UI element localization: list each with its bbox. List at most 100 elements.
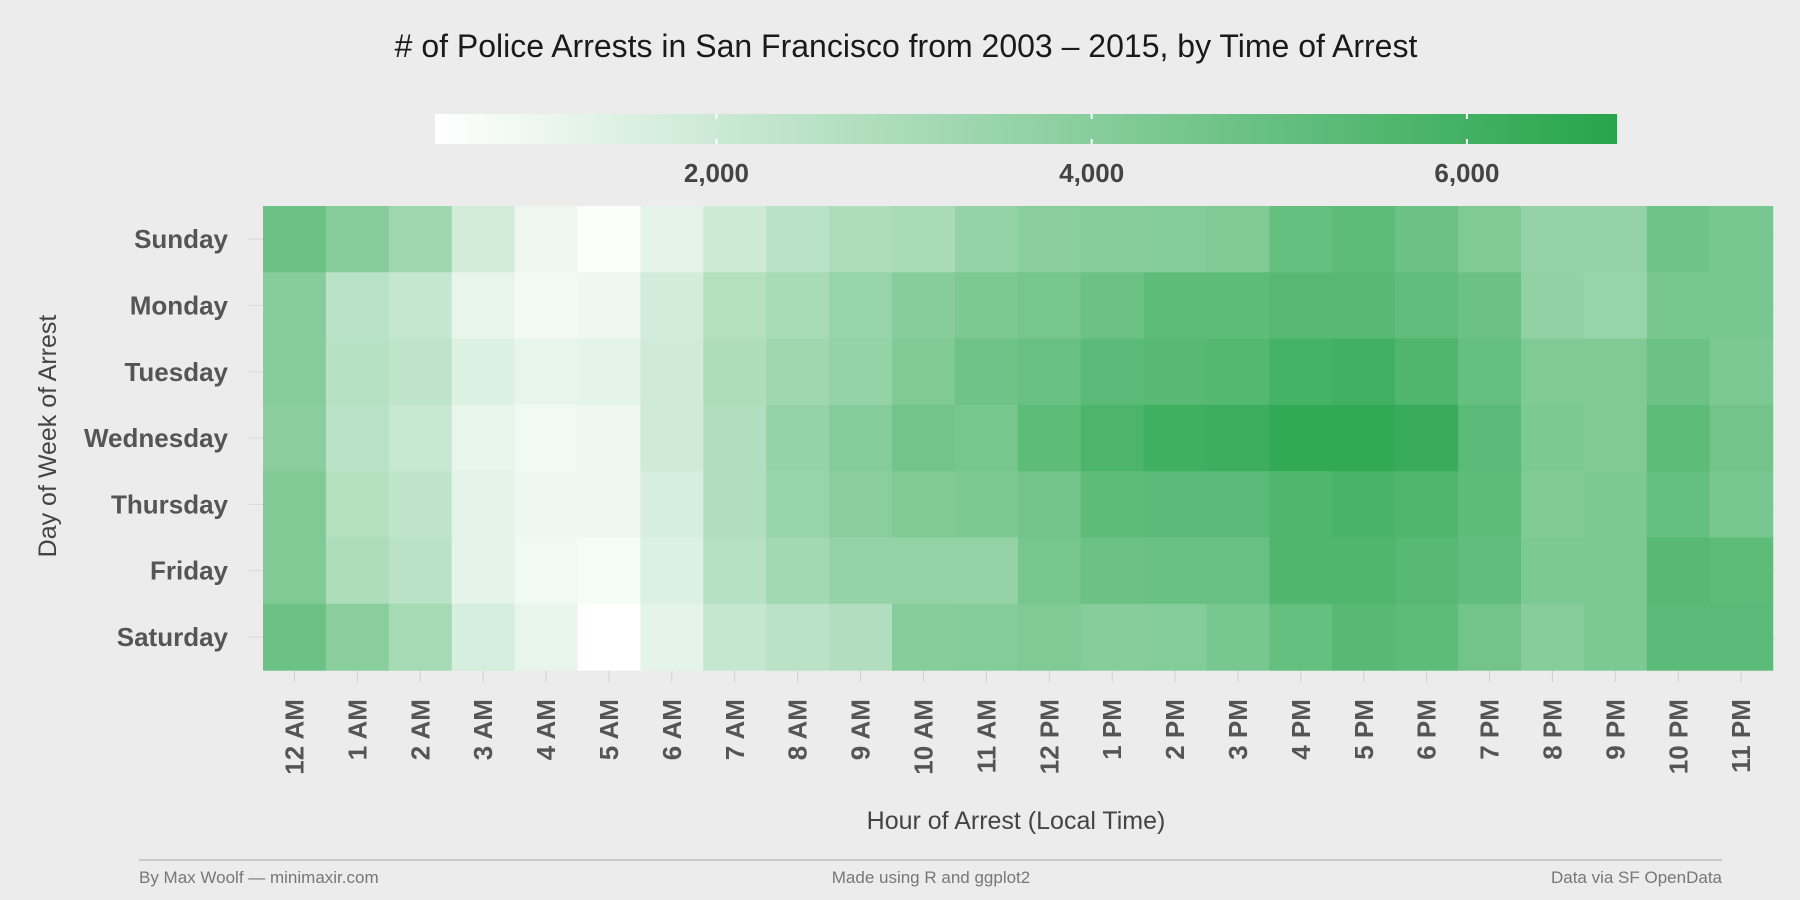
heatmap-cell bbox=[514, 206, 579, 273]
hour-label: 5 PM bbox=[1349, 699, 1379, 760]
heatmap-cell bbox=[1709, 338, 1774, 406]
heatmap-cell bbox=[1143, 206, 1208, 273]
heatmap-cell bbox=[1080, 471, 1145, 539]
heatmap-cell bbox=[1458, 471, 1522, 539]
heatmap-cell bbox=[577, 206, 641, 273]
hour-label: 4 AM bbox=[531, 699, 561, 760]
heatmap-cell bbox=[1017, 537, 1082, 605]
heatmap-cell bbox=[325, 603, 390, 671]
heatmap-cell bbox=[1709, 404, 1774, 472]
hour-label: 8 PM bbox=[1538, 699, 1568, 760]
heatmap-cell bbox=[1080, 537, 1145, 605]
heatmap-cell bbox=[514, 603, 579, 671]
hour-label: 9 AM bbox=[846, 699, 876, 760]
day-label: Thursday bbox=[111, 489, 229, 519]
heatmap-cell bbox=[1332, 206, 1396, 273]
heatmap-cell bbox=[577, 272, 641, 340]
heatmap-cell bbox=[1646, 404, 1711, 472]
heatmap-cell bbox=[451, 404, 516, 472]
hour-label: 1 PM bbox=[1097, 699, 1127, 760]
heatmap-cell bbox=[577, 537, 641, 605]
heatmap-cell bbox=[892, 537, 956, 605]
heatmap-cell bbox=[514, 272, 579, 340]
heatmap-cell bbox=[451, 272, 516, 340]
heatmap-cell bbox=[829, 404, 893, 472]
heatmap-cell bbox=[892, 338, 956, 406]
heatmap-cell bbox=[263, 338, 327, 406]
hour-label: 1 AM bbox=[342, 699, 372, 760]
heatmap-cell bbox=[1646, 603, 1711, 671]
heatmap-cell bbox=[1017, 471, 1082, 539]
heatmap-cell bbox=[703, 537, 767, 605]
heatmap-cell bbox=[1206, 206, 1270, 273]
heatmap-cell bbox=[1583, 206, 1648, 273]
heatmap-cell bbox=[388, 603, 453, 671]
heatmap-cell bbox=[1332, 404, 1396, 472]
heatmap-cell bbox=[1269, 603, 1333, 671]
hour-label: 3 AM bbox=[468, 699, 498, 760]
heatmap-cell bbox=[640, 537, 704, 605]
heatmap-cell bbox=[1395, 404, 1459, 472]
heatmap-cell bbox=[325, 206, 390, 273]
heatmap-cell bbox=[514, 537, 579, 605]
heatmap-cell bbox=[263, 404, 327, 472]
heatmap-cell bbox=[703, 404, 767, 472]
day-label: Tuesday bbox=[124, 357, 228, 387]
heatmap-cell bbox=[954, 206, 1019, 273]
heatmap-cell bbox=[325, 338, 390, 406]
heatmap-cell bbox=[954, 603, 1019, 671]
heatmap-cell bbox=[766, 537, 830, 605]
heatmap-cell bbox=[829, 471, 893, 539]
hour-label: 12 AM bbox=[279, 699, 309, 775]
heatmap-cell bbox=[1269, 272, 1333, 340]
heatmap-cell bbox=[1583, 404, 1648, 472]
heatmap-cell bbox=[263, 603, 327, 671]
heatmap-cell bbox=[1521, 603, 1585, 671]
heatmap-cell bbox=[451, 471, 516, 539]
hour-label: 9 PM bbox=[1600, 699, 1630, 760]
heatmap-cell bbox=[577, 404, 641, 472]
heatmap-cell bbox=[263, 471, 327, 539]
heatmap-cell bbox=[1269, 338, 1333, 406]
heatmap-cell bbox=[388, 404, 453, 472]
heatmap-cell bbox=[1521, 272, 1585, 340]
heatmap-cell bbox=[1080, 206, 1145, 273]
hour-label: 7 AM bbox=[720, 699, 750, 760]
heatmap-cell bbox=[1143, 537, 1208, 605]
heatmap-cell bbox=[263, 537, 327, 605]
heatmap-cell bbox=[703, 603, 767, 671]
heatmap-cell bbox=[892, 272, 956, 340]
heatmap-cell bbox=[1143, 471, 1208, 539]
heatmap-cell bbox=[1332, 603, 1396, 671]
heatmap-cell bbox=[1143, 603, 1208, 671]
hour-labels: 12 AM 1 AM 2 AM 3 AM 4 AM 5 AM 6 AM 7 AM 8 AM 9 A… bbox=[279, 699, 1756, 775]
heatmap-cell bbox=[388, 272, 453, 340]
heatmap-cell bbox=[1646, 272, 1711, 340]
heatmap-cell bbox=[1017, 603, 1082, 671]
heatmap-cell bbox=[1395, 537, 1459, 605]
heatmap-cell bbox=[1395, 272, 1459, 340]
heatmap-cell bbox=[1395, 338, 1459, 406]
heatmap-cell bbox=[1143, 338, 1208, 406]
heatmap-cell bbox=[1521, 206, 1585, 273]
hour-label: 11 AM bbox=[971, 699, 1001, 773]
heatmap-cell bbox=[1709, 272, 1774, 340]
heatmap-cell bbox=[263, 272, 327, 340]
heatmap-cell bbox=[1646, 206, 1711, 273]
heatmap-cell bbox=[1458, 603, 1522, 671]
hour-label: 12 PM bbox=[1034, 699, 1064, 774]
heatmap-cell bbox=[325, 404, 390, 472]
heatmap-cell bbox=[1017, 404, 1082, 472]
heatmap-cell bbox=[325, 471, 390, 539]
heatmap-cell bbox=[1269, 404, 1333, 472]
heatmap-cell bbox=[892, 471, 956, 539]
hour-label: 3 PM bbox=[1223, 699, 1253, 760]
heatmap-cell bbox=[1646, 338, 1711, 406]
chart-title: # of Police Arrests in San Francisco fro… bbox=[395, 28, 1418, 64]
hour-label: 6 PM bbox=[1412, 699, 1442, 760]
heatmap-cell bbox=[1332, 338, 1396, 406]
heatmap-cell bbox=[263, 206, 327, 273]
day-labels: Sunday Monday Tuesday Wednesday Thursday Frid… bbox=[84, 224, 229, 652]
day-label: Monday bbox=[130, 290, 229, 320]
heatmap-cell bbox=[1458, 206, 1522, 273]
